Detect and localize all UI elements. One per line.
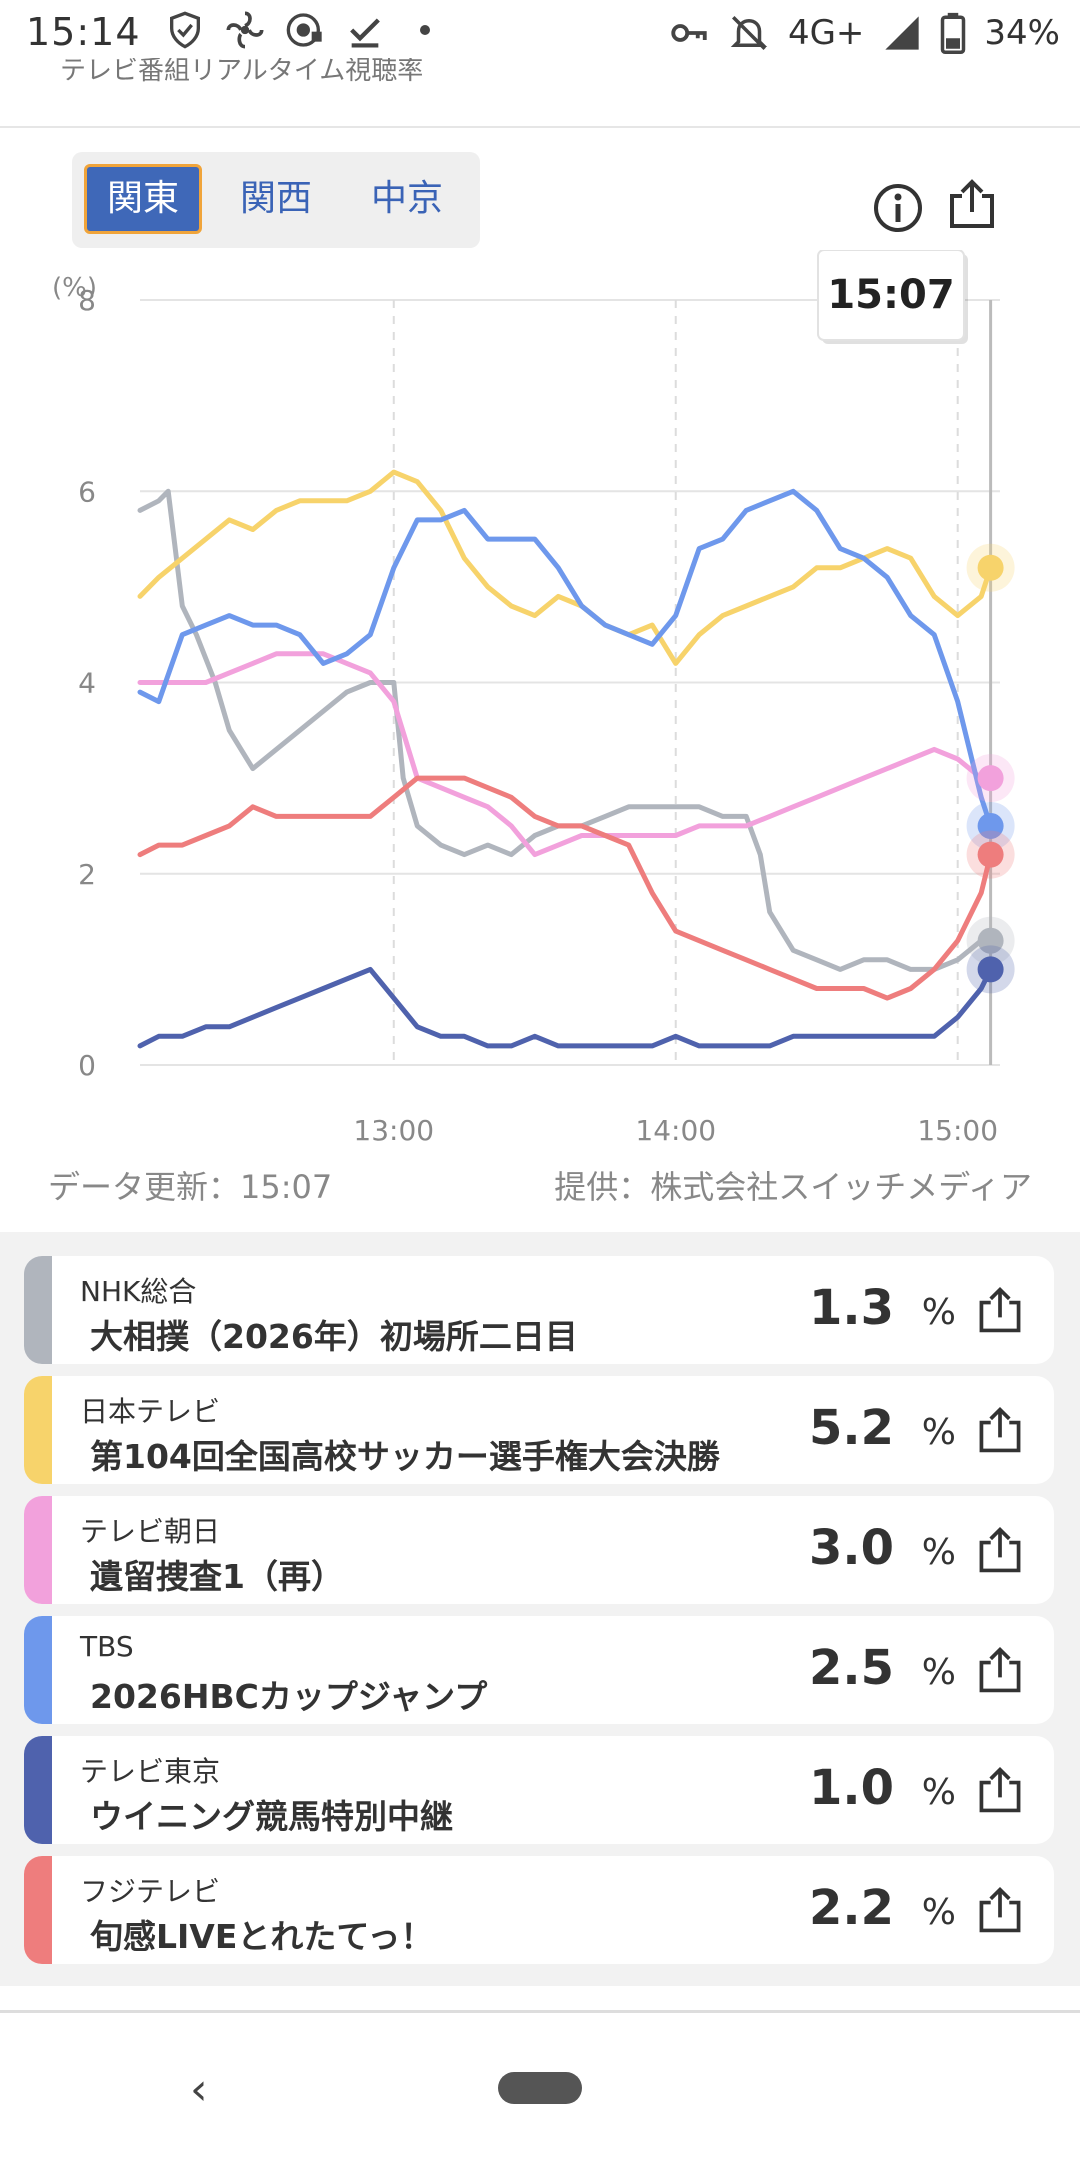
series-line (137, 488, 994, 972)
channel-color-stripe (24, 1256, 52, 1364)
rating-value: 2.5 (808, 1640, 894, 1696)
vpn-key-icon (671, 24, 707, 42)
shield-icon (170, 11, 200, 49)
info-icon[interactable] (870, 180, 926, 236)
status-time: 15:14 (26, 10, 141, 54)
ratings-chart[interactable]: 0 2 4 6 8(%) 13:00 14:00 15:00 15:07 (0, 250, 1080, 1220)
program-title: ウイニング競馬特別中継 (90, 1797, 453, 1836)
battery-percent: 34% (984, 13, 1060, 53)
channel-card-nhk[interactable]: NHK総合 大相撲（2026年）初場所二日目 1.3 % (24, 1256, 1054, 1364)
tab-kansai[interactable]: 関西 (239, 178, 312, 219)
mute-bell-icon (730, 16, 768, 50)
series-marker (977, 927, 1004, 954)
channel-color-stripe (24, 1376, 52, 1484)
rating-value: 3.0 (808, 1520, 894, 1576)
rating-unit: % (921, 1412, 956, 1453)
nav-back-icon[interactable]: ‹ (190, 2064, 208, 2115)
status-bar: 15:14 4G+ 34% (0, 0, 1080, 70)
status-system-icons: 4G+ 34% (668, 10, 1060, 56)
channel-color-stripe (24, 1616, 52, 1724)
series-marker (977, 956, 1004, 983)
channel-color-stripe (24, 1496, 52, 1604)
channel-name: テレビ東京 (80, 1755, 221, 1788)
channel-card-tv-asahi[interactable]: テレビ朝日 遺留捜査1（再） 3.0 % (24, 1496, 1054, 1604)
network-type: 4G+ (787, 13, 865, 53)
series-line (137, 651, 994, 858)
tab-kanto[interactable]: 関東 (84, 164, 202, 234)
channel-card-ntv[interactable]: 日本テレビ 第104回全国高校サッカー選手権大会決勝 5.2 % (24, 1376, 1054, 1484)
rating-unit: % (921, 1652, 956, 1693)
region-tabs: 関東 関西 中京 (72, 152, 480, 248)
data-provider: 提供：株式会社スイッチメディア (554, 1168, 1032, 1206)
data-updated: データ更新：15:07 (48, 1168, 333, 1206)
share-icon[interactable] (974, 1404, 1026, 1456)
channel-card-tv-tokyo[interactable]: テレビ東京 ウイニング競馬特別中継 1.0 % (24, 1736, 1054, 1844)
share-icon[interactable] (974, 1764, 1026, 1816)
program-title: 旬感LIVEとれたてっ！ (90, 1917, 434, 1956)
y-axis-label: (%) (52, 273, 97, 303)
rating-value: 1.0 (808, 1760, 894, 1816)
rating-unit: % (921, 1892, 956, 1933)
share-icon[interactable] (974, 1284, 1026, 1336)
tab-chukyo[interactable]: 中京 (370, 178, 443, 219)
tooltip-time: 15:07 (827, 272, 954, 318)
x-tick-label: 13:00 (353, 1114, 434, 1147)
bottom-divider (0, 2010, 1080, 2013)
program-title: 遺留捜査1（再） (90, 1557, 344, 1596)
x-tick-label: 14:00 (635, 1114, 716, 1147)
series-marker (977, 841, 1004, 868)
program-title: 2026HBCカップジャンプ (90, 1677, 488, 1716)
channel-name: NHK総合 (80, 1275, 197, 1308)
dot-icon (420, 25, 430, 35)
share-icon[interactable] (974, 1524, 1026, 1576)
channel-name: TBS (80, 1630, 134, 1663)
rating-unit: % (921, 1772, 956, 1813)
y-tick-label: 6 (78, 475, 96, 508)
share-icon[interactable] (944, 176, 1000, 232)
series-marker (977, 765, 1004, 792)
channel-name: フジテレビ (80, 1875, 221, 1908)
series-marker (977, 554, 1004, 581)
share-icon[interactable] (974, 1884, 1026, 1936)
tooltip-box (817, 250, 965, 341)
nav-home-pill[interactable] (498, 2072, 582, 2104)
series-line (137, 966, 994, 1049)
series-line (137, 469, 994, 666)
program-title: 第104回全国高校サッカー選手権大会決勝 (90, 1437, 720, 1476)
channel-card-fuji[interactable]: フジテレビ 旬感LIVEとれたてっ！ 2.2 % (24, 1856, 1054, 1964)
battery-icon (941, 12, 966, 54)
download-done-icon (350, 18, 380, 48)
radio-icon (286, 13, 322, 47)
app-subtitle: テレビ番組リアルタイム視聴率 (60, 58, 424, 86)
channel-name: 日本テレビ (80, 1395, 221, 1428)
channel-name: テレビ朝日 (80, 1515, 221, 1548)
signal-icon (885, 16, 920, 50)
rating-value: 1.3 (808, 1280, 894, 1336)
share-icon[interactable] (974, 1644, 1026, 1696)
channel-color-stripe (24, 1736, 52, 1844)
rating-unit: % (921, 1532, 956, 1573)
channel-card-tbs[interactable]: TBS 2026HBCカップジャンプ 2.5 % (24, 1616, 1054, 1724)
y-tick-label: 4 (78, 667, 96, 700)
rating-unit: % (921, 1292, 956, 1333)
channel-list: NHK総合 大相撲（2026年）初場所二日目 1.3 % 日本テレビ 第104回… (0, 1232, 1080, 1986)
series-line (137, 775, 994, 1001)
status-notification-icons (165, 10, 445, 50)
program-title: 大相撲（2026年）初場所二日目 (90, 1317, 578, 1356)
series-marker (977, 812, 1004, 839)
y-tick-label: 2 (78, 858, 96, 891)
y-tick-label: 0 (78, 1049, 96, 1082)
pinwheel-icon (226, 11, 264, 49)
header-divider (0, 126, 1080, 128)
x-tick-label: 15:00 (917, 1114, 998, 1147)
y-tick-label: 8 (78, 284, 96, 317)
series-line (137, 488, 994, 829)
channel-color-stripe (24, 1856, 52, 1964)
rating-value: 5.2 (808, 1400, 894, 1456)
rating-value: 2.2 (808, 1880, 894, 1936)
